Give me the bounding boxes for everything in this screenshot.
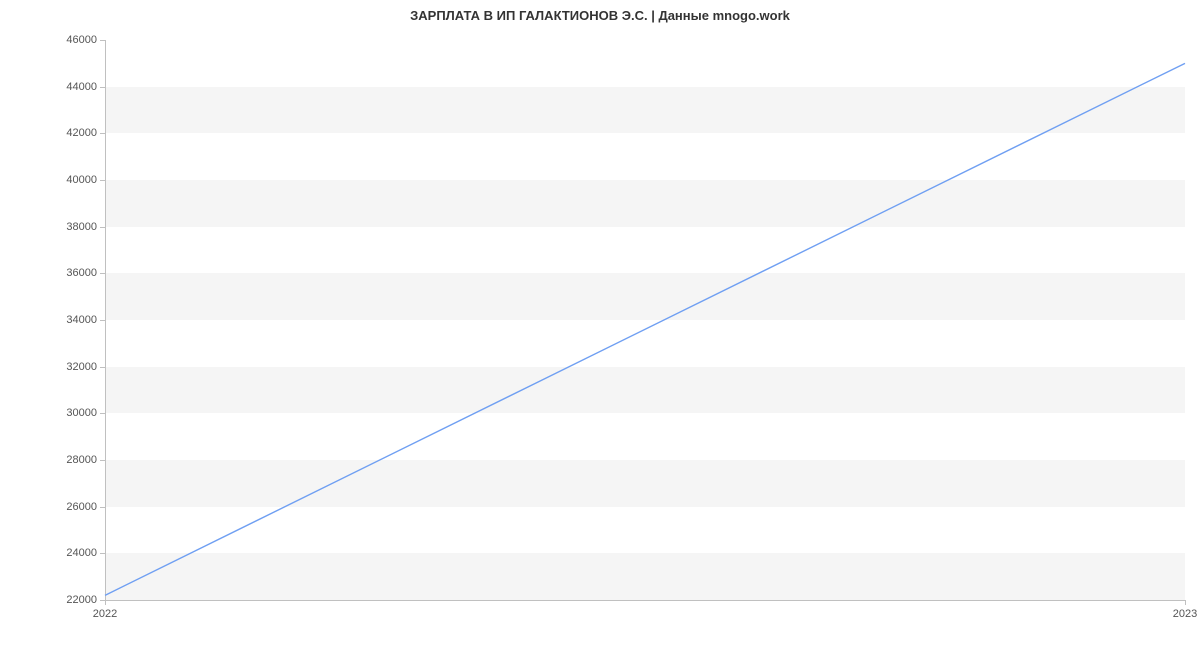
plot-area: 2200024000260002800030000320003400036000… bbox=[105, 40, 1185, 600]
y-axis-tick-label: 22000 bbox=[66, 594, 97, 606]
x-axis-tick-label: 2023 bbox=[1173, 608, 1197, 620]
y-axis-tick-label: 34000 bbox=[66, 314, 97, 326]
y-axis-tick-label: 24000 bbox=[66, 547, 97, 559]
y-axis-tick-label: 36000 bbox=[66, 267, 97, 279]
series-line bbox=[105, 63, 1185, 595]
y-axis-tick-label: 26000 bbox=[66, 501, 97, 513]
x-axis-tick-label: 2022 bbox=[93, 608, 117, 620]
y-axis-tick-label: 44000 bbox=[66, 81, 97, 93]
y-axis-tick-label: 30000 bbox=[66, 407, 97, 419]
line-layer bbox=[105, 40, 1185, 600]
chart-container: ЗАРПЛАТА В ИП ГАЛАКТИОНОВ Э.С. | Данные … bbox=[0, 0, 1200, 650]
y-axis-tick-label: 40000 bbox=[66, 174, 97, 186]
x-axis-tick-mark bbox=[1185, 600, 1186, 605]
x-axis-line bbox=[105, 600, 1185, 601]
chart-title: ЗАРПЛАТА В ИП ГАЛАКТИОНОВ Э.С. | Данные … bbox=[0, 8, 1200, 23]
y-axis-tick-label: 32000 bbox=[66, 361, 97, 373]
y-axis-tick-label: 46000 bbox=[66, 34, 97, 46]
y-axis-tick-label: 38000 bbox=[66, 221, 97, 233]
y-axis-tick-label: 42000 bbox=[66, 127, 97, 139]
y-axis-tick-label: 28000 bbox=[66, 454, 97, 466]
